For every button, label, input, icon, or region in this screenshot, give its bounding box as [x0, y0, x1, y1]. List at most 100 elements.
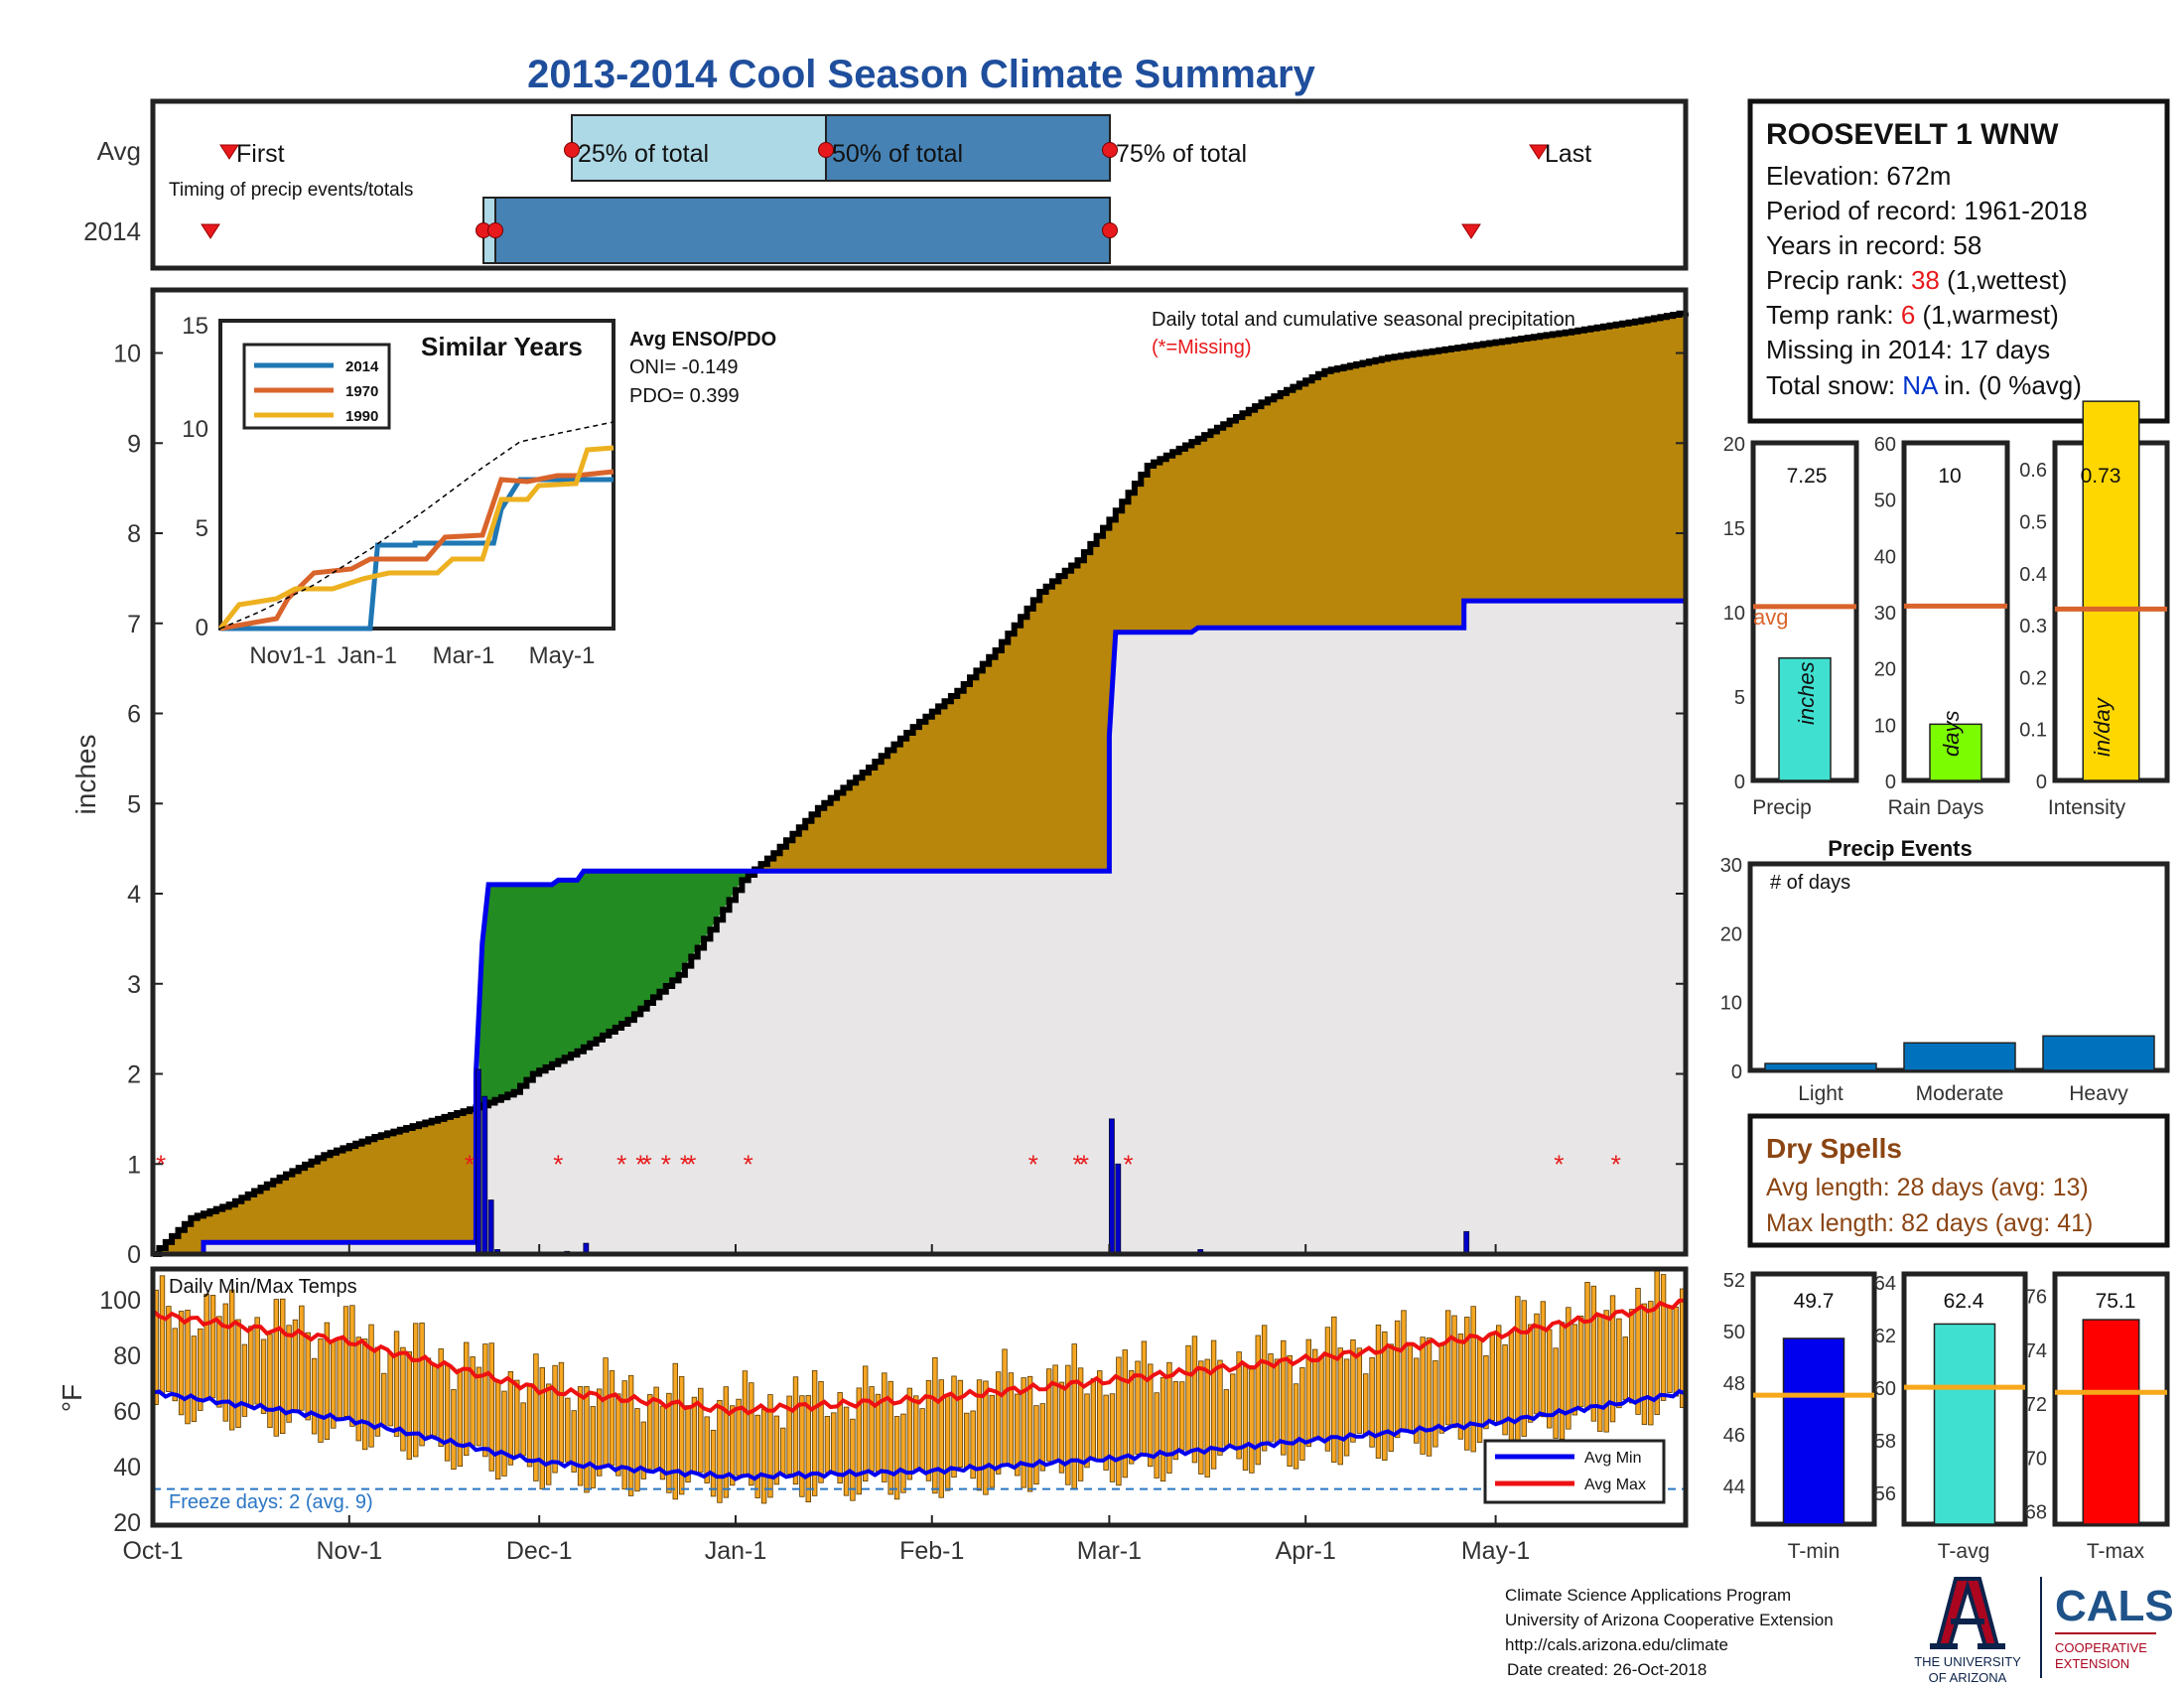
dry-spells-avg: Avg length: 28 days (avg: 13)	[1766, 1174, 2089, 1201]
daily-temp-bar	[539, 1367, 545, 1489]
raindays-mini-chart-ytick: 10	[1874, 715, 1896, 737]
daily-temp-bar	[742, 1370, 749, 1477]
university-of-arizona-logo: THE UNIVERSITY OF ARIZONA	[1914, 1577, 2021, 1685]
daily-temp-bar	[1287, 1354, 1293, 1468]
footer-line4: Date created: 26-Oct-2018	[1507, 1660, 1706, 1679]
daily-temp-bar	[571, 1410, 577, 1473]
daily-temp-bar	[862, 1365, 869, 1482]
daily-temp-bar	[590, 1406, 597, 1488]
precip-mini-chart-ytick: 0	[1734, 772, 1745, 793]
daily-temp-bar	[1648, 1301, 1654, 1426]
inset-plot-area	[218, 421, 614, 632]
station-years: Years in record: 58	[1766, 230, 1981, 260]
daily-temp-bar	[1616, 1318, 1622, 1409]
daily-temp-bar	[824, 1415, 831, 1474]
dry-spells-max: Max length: 82 days (avg: 41)	[1766, 1209, 2093, 1237]
precip-ytick: 9	[127, 430, 141, 458]
ua-text1: THE UNIVERSITY	[1914, 1654, 2021, 1669]
daily-temp-bar	[1015, 1393, 1021, 1477]
tavg-mini-chart-ytick: 60	[1874, 1378, 1896, 1400]
precip-y-ticks: 0 1 2 3 4 5 6 7 8 9 10	[113, 341, 1686, 1269]
avg-max-line	[151, 1298, 1687, 1417]
daily-precip-bar	[487, 1199, 494, 1255]
tavg-label: T-avg	[1938, 1540, 1990, 1563]
events-ytick: 10	[1720, 993, 1742, 1015]
precip-ytick: 8	[127, 520, 141, 548]
daily-temp-bar	[381, 1372, 387, 1427]
tmax-value: 75.1	[2096, 1290, 2136, 1313]
daily-temp-bar	[241, 1343, 248, 1417]
intensity-mini-chart-ytick: 0.1	[2019, 720, 2047, 742]
tmin-mini-chart-ytick: 44	[1723, 1477, 1745, 1498]
daily-temp-bar	[1261, 1325, 1268, 1452]
daily-temp-bar	[1622, 1336, 1628, 1401]
daily-temp-bar	[1388, 1343, 1394, 1452]
tmin-mini-chart-bar	[1782, 1337, 1845, 1525]
daily-temp-bar	[1318, 1355, 1324, 1441]
inset-xtick: Nov1-1	[249, 642, 326, 669]
surplus-area	[478, 871, 751, 1107]
daily-temp-bar	[1198, 1360, 1204, 1475]
daily-temp-bar	[932, 1356, 938, 1494]
daily-temp-bar	[1148, 1363, 1154, 1468]
daily-temp-bar	[166, 1306, 172, 1392]
temp-ytick: 40	[113, 1454, 141, 1481]
daily-temp-bar	[1495, 1325, 1502, 1425]
tmax-mini-chart-ytick: 76	[2025, 1287, 2047, 1309]
daily-temp-bar	[1343, 1358, 1350, 1457]
daily-temp-bar	[1046, 1368, 1052, 1462]
month-axis: Oct-1 Nov-1 Dec-1 Jan-1 Feb-1 Mar-1 Apr-1 May-1	[122, 1244, 1530, 1565]
events-ytick: 0	[1731, 1061, 1742, 1083]
missing-day-marker: *	[1123, 1149, 1133, 1179]
events-category: Light	[1798, 1082, 1843, 1105]
missing-day-marker: *	[642, 1149, 652, 1179]
daily-precip-bar	[1109, 1118, 1115, 1255]
tavg-mini-chart-bar	[1933, 1323, 1996, 1525]
daily-temp-bar	[710, 1429, 717, 1497]
footer-line3: http://cals.arizona.edu/climate	[1505, 1635, 1728, 1654]
footer-line2: University of Arizona Cooperative Extens…	[1505, 1611, 1834, 1629]
avg-min-line	[152, 1388, 1687, 1481]
daily-temp-bar	[634, 1408, 640, 1492]
daily-temp-bar	[1590, 1285, 1597, 1422]
intensity-mini-chart-ytick: 0.6	[2019, 460, 2047, 482]
inset-legend-1990: 1990	[345, 408, 378, 425]
precip-mini-chart-ytick: 20	[1723, 434, 1745, 456]
daily-temp-bar	[552, 1364, 558, 1474]
daily-temp-bar	[1109, 1393, 1116, 1482]
p75-marker	[1102, 142, 1118, 158]
daily-temp-bar	[204, 1293, 209, 1400]
daily-temp-bar	[1154, 1392, 1160, 1478]
first-event-marker	[219, 144, 239, 160]
inset-xtick: Mar-1	[433, 642, 495, 669]
tavg-mini-chart-ytick: 56	[1874, 1483, 1896, 1505]
daily-temp-bar	[767, 1394, 773, 1498]
inset-series-1970	[219, 469, 614, 632]
daily-temp-bar	[254, 1317, 260, 1405]
daily-temp-bar	[507, 1370, 514, 1466]
precip-ytick: 1	[127, 1151, 141, 1179]
daily-temp-bar	[1444, 1310, 1451, 1426]
year-p75-marker	[1102, 222, 1118, 238]
daily-temp-bar	[805, 1395, 811, 1502]
similar-years-inset: Similar Years 2014 1970 1990 0 5 10 15 N…	[182, 313, 615, 669]
missing-day-marker: *	[465, 1149, 475, 1179]
daily-temp-bar	[678, 1375, 685, 1495]
daily-temp-bar	[691, 1396, 698, 1474]
temp-plot-area	[151, 1270, 1687, 1504]
daily-temp-bar	[222, 1303, 228, 1422]
station-name: ROOSEVELT 1 WNW	[1766, 118, 2059, 151]
daily-temp-bar	[1407, 1341, 1414, 1433]
daily-temp-bar	[178, 1311, 185, 1416]
events-ytick: 20	[1720, 923, 1742, 945]
legend-avg-min: Avg Min	[1584, 1450, 1642, 1467]
daily-temp-bar	[1603, 1310, 1609, 1433]
precip-plot-area: * * * * ** * ** * * ** * * *	[153, 310, 1689, 1257]
daily-temp-bar	[406, 1350, 413, 1461]
daily-temp-bar	[514, 1379, 520, 1457]
missing-day-marker: *	[1554, 1149, 1564, 1179]
daily-temp-bar	[558, 1361, 565, 1464]
daily-temp-bar	[736, 1398, 742, 1477]
inset-series-avg	[219, 421, 614, 630]
station-missing: Missing in 2014: 17 days	[1766, 335, 2050, 364]
